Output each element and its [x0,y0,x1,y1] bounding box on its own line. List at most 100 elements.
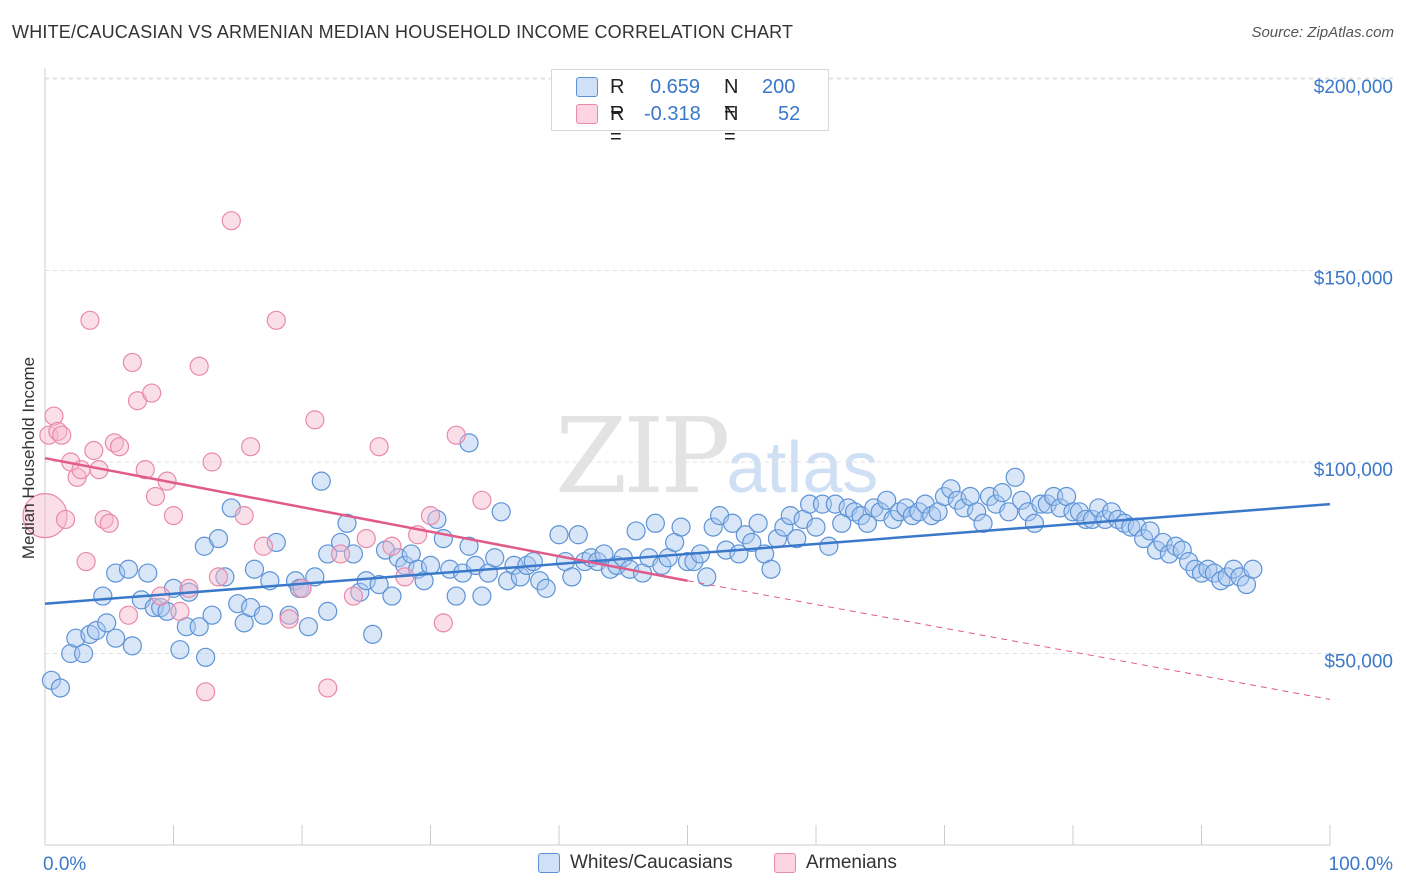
data-point [536,578,556,598]
watermark-atlas: atlas [726,428,879,508]
data-point [122,636,142,656]
data-point [395,555,415,576]
data-point [163,506,184,526]
correlation-legend: R = 0.659 N = 200 R = -0.318 N = 52 [551,69,829,148]
data-point [626,521,646,541]
legend-swatch-armenians [774,853,796,873]
axes [44,68,1331,846]
data-point [562,567,582,587]
data-point [819,536,839,556]
armenians-points [22,211,492,702]
data-point [48,421,68,441]
data-point [825,494,845,514]
data-point [1024,513,1045,533]
data-point [967,502,987,522]
data-point [330,532,351,553]
data-point [311,471,331,491]
trend-lines [44,456,1331,700]
data-point [992,483,1012,503]
data-point [806,517,826,537]
data-point [118,605,139,625]
data-point [530,571,550,591]
data-point [106,628,126,648]
data-point [420,506,441,526]
data-point [459,536,479,556]
data-point [896,498,916,518]
data-point [318,601,338,621]
data-point [84,440,104,461]
data-point [330,544,351,564]
x-tick-label: 100.0% [1329,854,1394,875]
data-point [735,525,755,545]
data-point [934,486,955,507]
data-point [50,678,71,698]
data-point [196,647,216,667]
data-point [722,513,743,533]
data-point [883,509,903,530]
data-point [170,601,190,621]
data-point [388,548,408,568]
axis-labels: $50,000 $100,000 $150,000 $200,000 0.0% 100.0… [19,77,1393,875]
data-point [1179,551,1199,572]
data-point [66,628,86,648]
data-point [748,513,768,533]
data-point [170,640,190,660]
data-point [202,605,222,625]
data-point [1172,540,1192,560]
data-point [144,597,164,618]
data-point [1011,490,1032,510]
data-point [369,574,389,595]
y-tick-label: $50,000 [1324,652,1393,673]
data-point [979,486,1000,507]
data-point [215,567,235,587]
legend-label-whites: Whites/Caucasians [570,852,733,873]
data-point [485,548,505,568]
data-point [97,613,117,633]
data-point [142,383,162,403]
data-point [433,613,453,633]
armenians-trend-line [44,456,688,582]
data-point [780,506,800,526]
legend-n-value: 52 [778,103,801,125]
y-tick-label: $100,000 [1314,460,1393,481]
data-point [1134,528,1154,549]
data-point [266,532,286,553]
data-point [189,617,209,637]
data-point [228,594,248,614]
data-point [279,609,299,629]
data-point [179,578,199,598]
data-point [356,528,376,549]
data-point [22,493,68,539]
data-point [318,678,338,698]
data-point [877,490,897,510]
data-point [118,559,139,579]
data-point [337,513,357,533]
legend-swatch-whites [576,77,598,97]
data-point [253,536,274,556]
data-point [1153,532,1173,553]
data-point [446,586,466,606]
y-tick-label: $150,000 [1314,269,1393,290]
data-point [1037,494,1057,514]
legend-n-value: 200 [762,76,796,98]
data-point [973,513,993,533]
data-point [697,567,717,587]
data-point [909,502,929,522]
data-point [80,310,100,330]
data-point [234,506,254,526]
data-point [954,498,974,518]
data-point [703,517,723,537]
legend-r-value: -0.318 [644,103,701,125]
data-point [94,509,114,530]
data-point [787,528,807,549]
data-point [208,528,229,549]
data-point [446,425,466,445]
data-point [221,211,241,231]
data-point [298,617,319,637]
data-point [369,437,389,457]
data-point [1121,517,1141,537]
legend-n-label: N = [724,103,739,148]
data-point [99,513,119,533]
data-point [382,586,402,606]
data-point [1159,544,1179,564]
